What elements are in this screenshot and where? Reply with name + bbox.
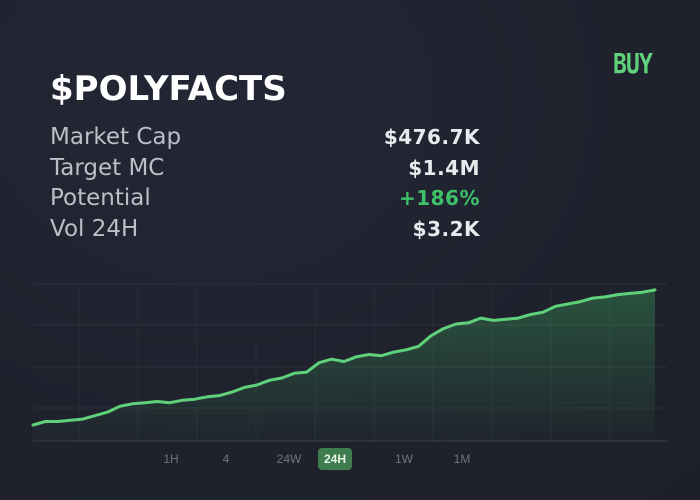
timeframe-1w[interactable]: 1W xyxy=(395,452,413,466)
timeframe-selector: 1H 4 24W 24H 1W 1M xyxy=(0,445,700,473)
stats-list: Market Cap $476.7K Target MC $1.4M Poten… xyxy=(50,122,480,244)
timeframe-1h[interactable]: 1H xyxy=(163,452,179,466)
price-chart xyxy=(31,283,667,442)
stat-value: +186% xyxy=(398,186,480,210)
stat-value: $3.2K xyxy=(412,216,480,241)
timeframe-24h[interactable]: 24H xyxy=(318,448,352,470)
stat-label: Vol 24H xyxy=(50,215,139,242)
chart-area-fill xyxy=(33,289,655,441)
timeframe-1m[interactable]: 1M xyxy=(453,452,471,466)
token-title: $POLYFACTS xyxy=(50,69,287,109)
chart-price-line xyxy=(31,288,657,427)
stat-row-vol-24h: Vol 24H $3.2K xyxy=(50,214,480,245)
timeframe-4[interactable]: 4 xyxy=(222,452,230,466)
stat-row-target-mc: Target MC $1.4M xyxy=(50,153,480,184)
timeframe-24w[interactable]: 24W xyxy=(276,452,302,466)
buy-button[interactable]: BUY xyxy=(613,47,653,80)
stat-value: $1.4M xyxy=(408,155,480,180)
stat-row-market-cap: Market Cap $476.7K xyxy=(50,122,480,153)
stat-value: $476.7K xyxy=(383,125,480,149)
stat-label: Potential xyxy=(50,185,151,211)
stat-label: Target MC xyxy=(50,154,165,181)
stat-row-potential: Potential +186% xyxy=(50,183,480,214)
stat-label: Market Cap xyxy=(50,124,182,150)
